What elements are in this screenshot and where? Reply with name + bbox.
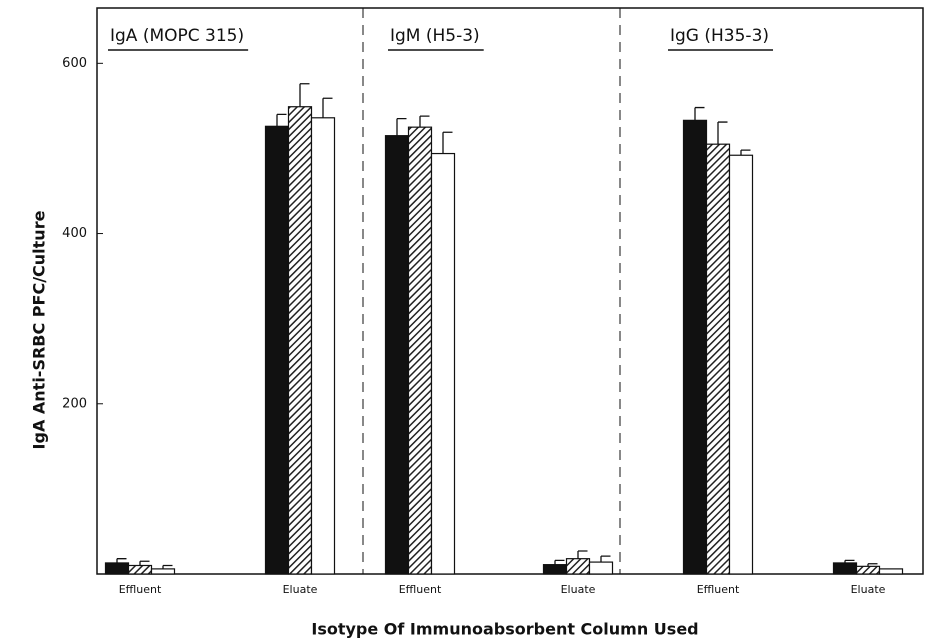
error-bar [276,113,287,127]
bar [705,143,731,575]
x-tick-label: Effluent [399,583,442,596]
bar [310,117,336,575]
bar [150,568,176,575]
x-tick-label: Effluent [119,583,162,596]
error-bar [396,117,407,136]
bar [264,125,290,575]
bar [104,562,130,575]
y-tick-label: 600 [62,56,87,71]
y-tick-label: 400 [62,226,87,241]
error-bar [600,555,611,563]
x-tick-label: Eluate [283,583,318,596]
bar [728,154,754,575]
bar [384,135,410,575]
error-bar [116,558,127,563]
bar [832,562,858,575]
x-axis-title: Isotype Of Immunoabsorbent Column Used [311,620,698,639]
bar [565,558,591,575]
bar [855,565,881,575]
error-bar [162,564,173,569]
bar [127,564,153,575]
error-bar [299,83,310,107]
x-tick-label: Eluate [561,583,596,596]
panel-label: IgA (MOPC 315) [110,26,244,46]
bar [682,119,708,575]
error-bar [740,149,751,156]
error-bar [867,563,878,567]
bar [878,568,904,575]
error-bar [844,559,855,563]
panel-label: IgM (H5-3) [390,26,480,46]
error-bar [419,115,430,128]
bar [542,564,568,575]
error-bar [554,559,565,565]
plot-frame [96,7,924,575]
error-bar [577,550,588,559]
x-tick-label: Eluate [851,583,886,596]
bar [407,126,433,575]
bar [287,106,313,575]
error-bar [442,131,453,154]
y-axis-title: IgA Anti-SRBC PFC/Culture [30,210,49,449]
error-bar [694,106,705,121]
panel-label: IgG (H35-3) [670,26,769,46]
error-bar [717,121,728,145]
x-tick-label: Effluent [697,583,740,596]
error-bar [139,560,150,566]
error-bar [322,97,333,118]
bar [588,561,614,575]
bar [430,152,456,575]
y-tick-label: 200 [62,396,87,411]
